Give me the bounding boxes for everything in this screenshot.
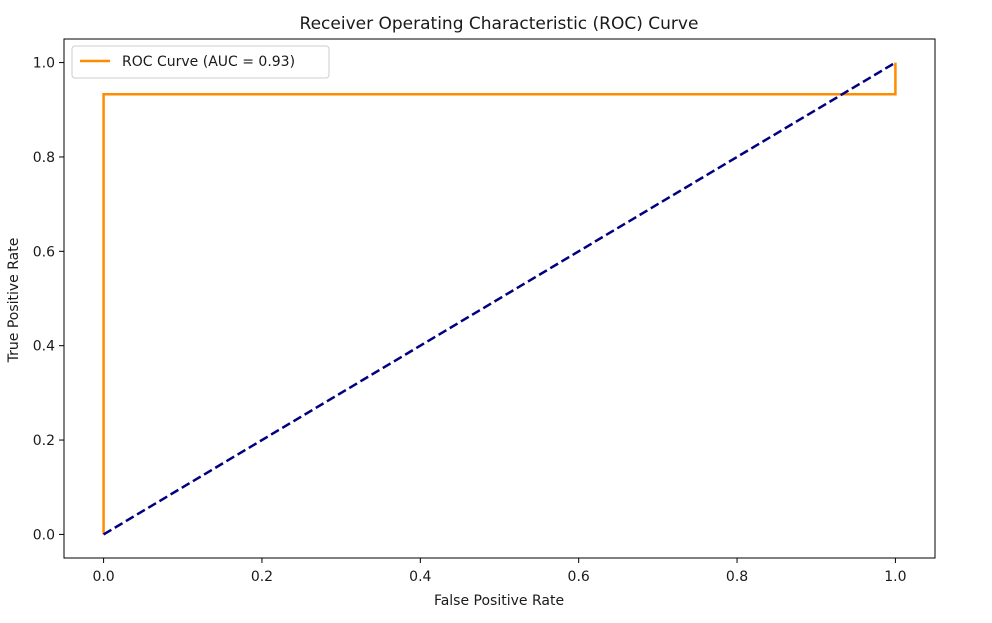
y-tick-label: 0.0 xyxy=(33,527,55,543)
reference-diagonal-line xyxy=(102,61,897,536)
plot-area xyxy=(102,61,897,536)
x-tick-label: 0.0 xyxy=(92,569,114,585)
x-tick-label: 0.6 xyxy=(568,569,590,585)
y-tick-label: 0.2 xyxy=(33,433,55,449)
roc-curve-line xyxy=(102,62,897,535)
legend-label: ROC Curve (AUC = 0.93) xyxy=(122,54,295,70)
legend: ROC Curve (AUC = 0.93) xyxy=(71,45,330,79)
x-tick-label: 0.8 xyxy=(726,569,748,585)
chart-title: Receiver Operating Characteristic (ROC) … xyxy=(300,14,699,34)
y-tick-label: 1.0 xyxy=(33,56,55,72)
x-tick-label: 1.0 xyxy=(884,569,906,585)
x-axis-label: False Positive Rate xyxy=(434,593,564,609)
legend-box xyxy=(71,45,330,79)
y-tick-label: 0.4 xyxy=(33,339,55,355)
y-tick-label: 0.6 xyxy=(33,244,55,260)
y-tick-label: 0.8 xyxy=(33,150,55,166)
y-axis-label: True Positive Rate xyxy=(6,238,22,364)
x-tick-label: 0.2 xyxy=(251,569,273,585)
axes: 0.0 0.2 0.4 0.6 0.8 1.0 0.0 0.2 0.4 0.6 0.8 1.0 xyxy=(33,38,936,585)
axes-frame xyxy=(63,38,936,559)
x-tick-label: 0.4 xyxy=(409,569,431,585)
